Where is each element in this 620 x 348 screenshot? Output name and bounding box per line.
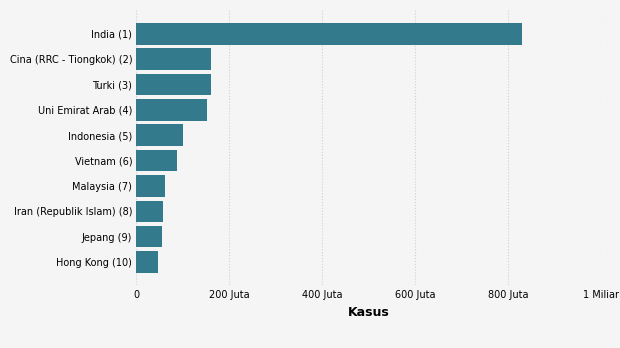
X-axis label: Kasus: Kasus [348, 307, 390, 319]
Bar [136, 200, 163, 222]
Bar [136, 99, 207, 121]
Bar [136, 48, 211, 70]
Bar [136, 74, 211, 95]
Bar [136, 175, 165, 197]
Bar [136, 251, 158, 273]
Bar [136, 150, 177, 171]
Bar [136, 23, 522, 45]
Bar [136, 125, 183, 146]
Bar [136, 226, 162, 247]
